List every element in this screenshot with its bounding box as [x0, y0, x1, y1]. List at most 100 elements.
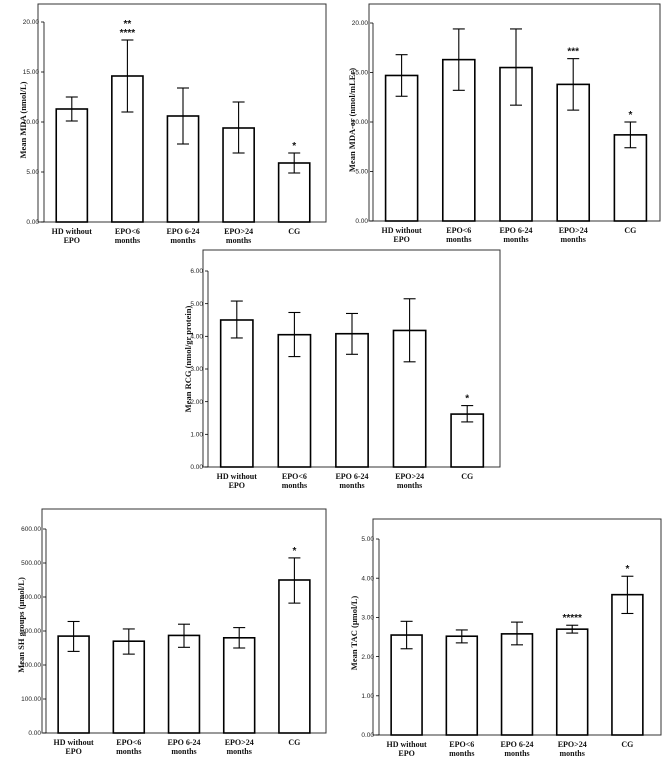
- error-bar: [65, 96, 78, 122]
- category-label: EPO 6-24 months: [335, 472, 368, 490]
- category-label: EPO>24 months: [559, 226, 588, 244]
- category-label: EPO 6-24 months: [500, 740, 533, 758]
- bar: [390, 634, 423, 736]
- category-label: CG: [624, 226, 636, 235]
- y-axis-label: Mean MDA (nmol/L): [18, 81, 28, 158]
- error-bar: [461, 405, 474, 423]
- y-tick-label: 20.00: [352, 20, 369, 27]
- significance-marker: ****: [120, 28, 136, 39]
- chart-mda-er-svg: 0.00 5.00 10.00 15.00 20.00 Mean MDA-er (nmol…: [347, 3, 661, 244]
- category-label: EPO<6 months: [446, 226, 471, 244]
- y-tick-label: 15.00: [352, 70, 369, 77]
- error-bar: [232, 101, 245, 154]
- error-bar: [178, 623, 190, 648]
- y-axis-label: Mean SH groups (μmol/L): [16, 577, 26, 673]
- error-bar: [177, 87, 189, 145]
- y-tick-label: 5.00: [190, 301, 203, 308]
- bar: [112, 640, 146, 734]
- y-tick-label: 6.00: [190, 268, 203, 275]
- category-label: HD without EPO: [52, 227, 93, 245]
- error-bar: [455, 629, 468, 644]
- error-bar: [346, 312, 358, 355]
- chart-tac-svg: 0.00 1.00 2.00 3.00 4.00 5.00 Mean TAC (μmol/L…: [349, 518, 662, 758]
- category-label: CG: [288, 227, 300, 236]
- y-tick-label: 200.00: [21, 662, 41, 669]
- category-label: EPO<6 months: [115, 227, 140, 245]
- y-tick-label: 3.00: [361, 615, 374, 622]
- bar: [219, 319, 254, 468]
- bar: [55, 108, 89, 223]
- significance-marker: *: [625, 564, 629, 575]
- chart-sh-groups-svg: 0.00 100.00 200.00 300.00 400.00 500.00 600.00…: [16, 508, 327, 756]
- significance-marker: *****: [562, 613, 582, 624]
- error-bar: [233, 627, 246, 649]
- chart-sh-groups: 0.00 100.00 200.00 300.00 400.00 500.00 600.00…: [0, 505, 330, 763]
- category-label: CG: [621, 740, 633, 749]
- chart-mda-svg: 0.00 5.00 10.00 15.00 20.00 Mean MDA (nmol/L)…: [18, 3, 327, 245]
- error-bar: [510, 28, 522, 106]
- y-tick-label: 10.00: [352, 119, 369, 126]
- bar: [277, 162, 311, 223]
- y-tick-label: 4.00: [361, 575, 374, 582]
- bar: [450, 413, 485, 468]
- category-label: HD without EPO: [217, 472, 258, 490]
- significance-marker: *: [292, 546, 296, 557]
- category-label: EPO<6 months: [116, 738, 141, 756]
- y-tick-label: 15.00: [23, 69, 40, 76]
- error-bar: [624, 121, 637, 149]
- error-bar: [395, 54, 408, 97]
- y-tick-label: 5.00: [355, 169, 368, 176]
- y-axis-label: Mean RCG (nmol/gr protein): [183, 306, 193, 413]
- chart-rcg-svg: 0.00 1.00 2.00 3.00 4.00 5.00 6.00 Mean RCG (nm…: [183, 249, 501, 490]
- bar: [222, 637, 256, 734]
- y-tick-label: 4.00: [190, 334, 203, 341]
- category-label: EPO>24 months: [225, 738, 254, 756]
- y-tick-label: 100.00: [21, 696, 41, 703]
- y-tick-label: 0.00: [361, 732, 374, 739]
- error-bar: [122, 628, 135, 655]
- error-bar: [400, 620, 413, 650]
- y-tick-label: 5.00: [26, 169, 39, 176]
- y-tick-label: 600.00: [21, 526, 41, 533]
- error-bar: [230, 300, 243, 339]
- y-tick-label: 0.00: [190, 464, 203, 471]
- significance-marker: *: [292, 141, 296, 152]
- error-bar: [288, 311, 301, 358]
- y-tick-label: 0.00: [28, 730, 41, 737]
- category-label: EPO 6-24 months: [167, 738, 200, 756]
- y-tick-label: 10.00: [23, 119, 40, 126]
- category-label: HD without EPO: [386, 740, 427, 758]
- category-label: EPO<6 months: [282, 472, 307, 490]
- error-bar: [67, 620, 80, 652]
- category-label: HD without EPO: [381, 226, 422, 244]
- significance-marker: *: [628, 110, 632, 121]
- bar: [167, 634, 201, 734]
- category-label: CG: [288, 738, 300, 747]
- error-bar: [288, 557, 301, 604]
- y-tick-label: 3.00: [190, 366, 203, 373]
- error-bar: [288, 152, 301, 174]
- error-bar: [566, 624, 579, 634]
- category-label: EPO 6-24 months: [499, 226, 532, 244]
- error-bar: [511, 621, 523, 646]
- error-bar: [452, 28, 465, 91]
- bar: [555, 628, 589, 736]
- bar: [500, 633, 534, 736]
- y-tick-label: 300.00: [21, 628, 41, 635]
- y-tick-label: 2.00: [361, 654, 374, 661]
- category-label: EPO>24 months: [395, 472, 424, 490]
- y-tick-label: 0.00: [355, 218, 368, 225]
- category-label: EPO>24 months: [224, 227, 253, 245]
- y-axis-label: Mean TAC (μmol/L): [349, 596, 359, 671]
- bar: [335, 332, 369, 468]
- chart-mda: 0.00 5.00 10.00 15.00 20.00 Mean MDA (nmol/L)…: [0, 0, 330, 255]
- y-tick-label: 5.00: [361, 536, 374, 543]
- bar: [611, 593, 644, 736]
- category-label: HD without EPO: [53, 738, 94, 756]
- chart-mda-er: 0.00 5.00 10.00 15.00 20.00 Mean MDA-er (nmol…: [333, 0, 663, 255]
- category-label: EPO>24 months: [558, 740, 587, 758]
- y-tick-label: 2.00: [190, 399, 203, 406]
- y-tick-label: 0.00: [26, 219, 39, 226]
- chart-tac: 0.00 1.00 2.00 3.00 4.00 5.00 Mean TAC (μmol/L…: [333, 515, 663, 763]
- y-tick-label: 400.00: [21, 594, 41, 601]
